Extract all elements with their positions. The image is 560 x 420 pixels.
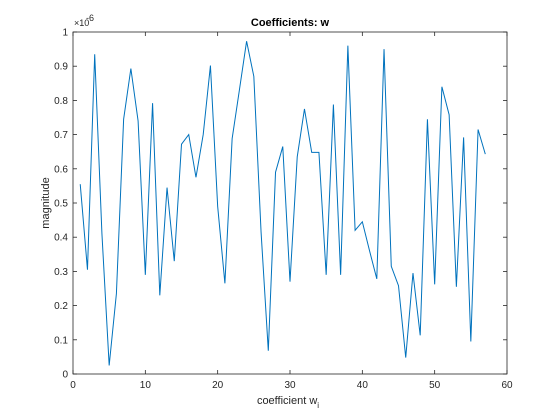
y-exponent-base: ×10 — [74, 18, 89, 28]
x-tick-label: 60 — [501, 380, 513, 391]
y-exponent-power: -6 — [86, 13, 94, 23]
y-tick-label: 0 — [62, 370, 68, 381]
y-tick-label: 0.1 — [54, 335, 68, 346]
x-tick-label: 50 — [429, 380, 441, 391]
y-axis-label: magnitude — [40, 177, 52, 228]
y-tick-label: 0.4 — [54, 233, 68, 244]
y-tick-label: 0.5 — [54, 199, 68, 210]
y-tick-label: 1 — [62, 28, 68, 39]
plot-area — [73, 32, 507, 374]
x-axis-label-main: coefficient w — [257, 395, 317, 407]
x-axis-ticks: 0 10 20 30 40 50 60 — [70, 32, 513, 391]
x-tick-label: 40 — [357, 380, 369, 391]
y-exponent: ×10 -6 — [74, 13, 94, 28]
x-axis-label-subscript: i — [317, 401, 319, 410]
x-tick-label: 0 — [70, 380, 76, 391]
y-tick-label: 0.8 — [54, 96, 68, 107]
y-tick-label: 0.9 — [54, 62, 68, 73]
x-tick-label: 10 — [140, 380, 152, 391]
y-tick-label: 0.6 — [54, 164, 68, 175]
axes-box — [72, 31, 508, 375]
y-tick-label: 0.3 — [54, 267, 68, 278]
x-tick-label: 30 — [284, 380, 296, 391]
data-series-line — [79, 41, 486, 366]
x-axis-label-text: coefficient wi — [257, 395, 319, 410]
x-axis-label: coefficient wi — [257, 395, 319, 410]
y-tick-label: 0.2 — [54, 301, 68, 312]
y-axis-ticks: 0 0.1 0.2 0.3 0.4 0.5 0.6 0.7 0.8 0.9 1 — [54, 28, 507, 381]
chart-title: Coefficients: w — [251, 17, 330, 29]
y-tick-label: 0.7 — [54, 130, 68, 141]
x-tick-label: 20 — [212, 380, 224, 391]
